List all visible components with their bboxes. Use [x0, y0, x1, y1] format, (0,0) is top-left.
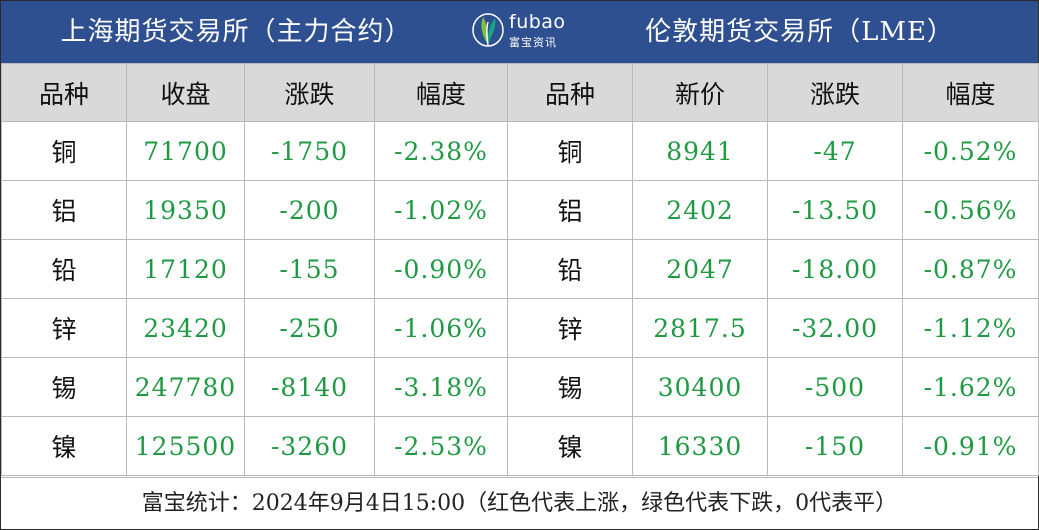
shfe-change-cell: -200: [244, 180, 375, 240]
shfe-variety-cell: 铝: [1, 180, 127, 240]
shfe-close-cell: 17120: [126, 239, 245, 299]
lme-price-cell: 8941: [632, 121, 768, 181]
lme-price-cell: 16330: [632, 416, 768, 476]
shfe-close-cell: 125500: [126, 416, 245, 476]
shfe-change-cell: -250: [244, 298, 375, 358]
table-row: 镍 125500 -3260 -2.53% 镍 16330 -150 -0.91…: [1, 416, 1039, 476]
header-lme-change: 涨跌: [767, 63, 903, 122]
table-row: 铝 19350 -200 -1.02% 铝 2402 -13.50 -0.56%: [1, 180, 1039, 240]
lme-pct-cell: -1.62%: [902, 357, 1039, 417]
lme-title: 伦敦期货交易所（LME）: [645, 17, 954, 47]
shfe-variety-cell: 锡: [1, 357, 127, 417]
lme-change-cell: -500: [767, 357, 903, 417]
lme-price-cell: 2817.5: [632, 298, 768, 358]
lme-pct-cell: -1.12%: [902, 298, 1039, 358]
table-row: 锡 247780 -8140 -3.18% 锡 30400 -500 -1.62…: [1, 357, 1039, 417]
lme-pct-cell: -0.56%: [902, 180, 1039, 240]
fubao-logo: fubao 富宝资讯: [471, 10, 566, 54]
shfe-variety-cell: 锌: [1, 298, 127, 358]
header-shfe-variety: 品种: [1, 63, 127, 122]
table-row: 铅 17120 -155 -0.90% 铅 2047 -18.00 -0.87%: [1, 239, 1039, 299]
lme-variety-cell: 锡: [507, 357, 633, 417]
shfe-pct-cell: -1.06%: [374, 298, 508, 358]
quotes-table: 品种 收盘 涨跌 幅度 品种 新价 涨跌 幅度 铜 71700 -1750 -2…: [1, 63, 1039, 476]
table-row: 锌 23420 -250 -1.06% 锌 2817.5 -32.00 -1.1…: [1, 298, 1039, 358]
shfe-title: 上海期货交易所（主力合约）: [60, 17, 412, 47]
shfe-change-cell: -3260: [244, 416, 375, 476]
fubao-leaf-icon: [472, 13, 504, 47]
lme-pct-cell: -0.91%: [902, 416, 1039, 476]
shfe-close-cell: 23420: [126, 298, 245, 358]
lme-variety-cell: 镍: [507, 416, 633, 476]
logo-brand-cn-text: 富宝资讯: [509, 36, 557, 49]
header-shfe-change: 涨跌: [244, 63, 375, 122]
header-shfe-close: 收盘: [126, 63, 245, 122]
shfe-pct-cell: -2.53%: [374, 416, 508, 476]
shfe-variety-cell: 铜: [1, 121, 127, 181]
header-row: 品种 收盘 涨跌 幅度 品种 新价 涨跌 幅度: [1, 63, 1039, 122]
lme-change-cell: -13.50: [767, 180, 903, 240]
header-shfe-pct: 幅度: [374, 63, 508, 122]
shfe-close-cell: 247780: [126, 357, 245, 417]
footer-note: 富宝统计：2024年9月4日15:00（红色代表上涨，绿色代表下跌，0代表平）: [1, 477, 1038, 530]
lme-price-cell: 2047: [632, 239, 768, 299]
title-banner: 上海期货交易所（主力合约） fubao 富宝资讯 伦敦期货交易所（LME）: [1, 1, 1038, 63]
table-row: 铜 71700 -1750 -2.38% 铜 8941 -47 -0.52%: [1, 121, 1039, 181]
shfe-change-cell: -8140: [244, 357, 375, 417]
shfe-change-cell: -155: [244, 239, 375, 299]
shfe-pct-cell: -0.90%: [374, 239, 508, 299]
lme-variety-cell: 锌: [507, 298, 633, 358]
shfe-change-cell: -1750: [244, 121, 375, 181]
shfe-close-cell: 71700: [126, 121, 245, 181]
header-lme-price: 新价: [632, 63, 768, 122]
shfe-variety-cell: 铅: [1, 239, 127, 299]
logo-brand-text: fubao: [509, 11, 566, 33]
lme-price-cell: 2402: [632, 180, 768, 240]
lme-change-cell: -32.00: [767, 298, 903, 358]
lme-change-cell: -150: [767, 416, 903, 476]
lme-price-cell: 30400: [632, 357, 768, 417]
lme-variety-cell: 铝: [507, 180, 633, 240]
shfe-pct-cell: -3.18%: [374, 357, 508, 417]
lme-pct-cell: -0.52%: [902, 121, 1039, 181]
shfe-variety-cell: 镍: [1, 416, 127, 476]
lme-change-cell: -47: [767, 121, 903, 181]
lme-pct-cell: -0.87%: [902, 239, 1039, 299]
shfe-pct-cell: -2.38%: [374, 121, 508, 181]
lme-variety-cell: 铅: [507, 239, 633, 299]
shfe-close-cell: 19350: [126, 180, 245, 240]
lme-change-cell: -18.00: [767, 239, 903, 299]
lme-variety-cell: 铜: [507, 121, 633, 181]
header-lme-pct: 幅度: [902, 63, 1039, 122]
header-lme-variety: 品种: [507, 63, 633, 122]
shfe-pct-cell: -1.02%: [374, 180, 508, 240]
